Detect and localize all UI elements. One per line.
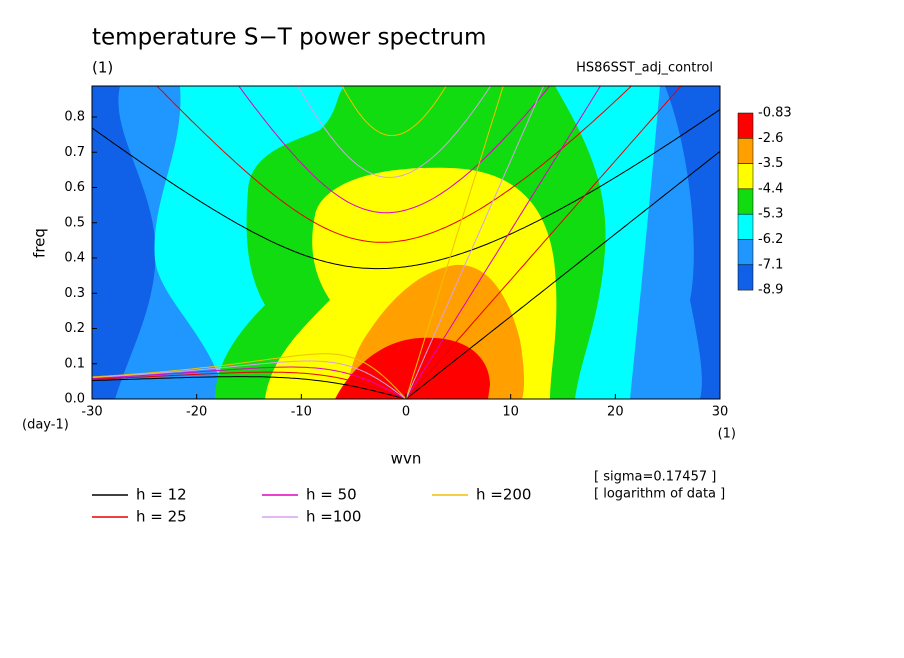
dispersion-curve [92, 109, 720, 270]
dispersion-curve [92, 376, 407, 399]
colorbar-label: -6.2 [758, 232, 783, 247]
dispersion-curve [341, 86, 447, 136]
dispersion-curve [156, 86, 633, 243]
note: [ logarithm of data ] [594, 487, 725, 502]
dispersion-curve [405, 151, 720, 399]
dispersion-curve [92, 371, 407, 399]
dispersion-curve [405, 86, 602, 399]
contour-fill [92, 86, 720, 399]
colorbar-box [737, 163, 754, 190]
dispersion-curve [297, 86, 492, 178]
colorbar-label: -4.4 [758, 181, 783, 196]
y-tick-label: 0.2 [64, 321, 85, 336]
y-tick-label: 0.6 [64, 180, 85, 195]
x-tick-label: -10 [291, 405, 312, 420]
colorbar-box [737, 112, 754, 139]
colorbar-box [737, 239, 754, 266]
x-tick-label: 30 [712, 405, 729, 420]
x-axis-label: wvn [391, 450, 422, 468]
colorbar-label: -0.83 [758, 106, 792, 121]
y-tick-label: 0.1 [64, 356, 85, 371]
legend-label: h = 12 [136, 486, 187, 504]
colorbar-box [737, 213, 754, 240]
legend-label: h = 25 [136, 508, 187, 526]
colorbar-box [737, 138, 754, 164]
y-tick-label: 0.4 [64, 251, 85, 266]
legend-label: h =100 [306, 508, 361, 526]
subtitle: (1) [92, 59, 113, 77]
x-tick-label: 20 [607, 405, 624, 420]
y-tick-label: 0.8 [64, 110, 85, 125]
dispersion-curve [92, 366, 407, 399]
legend-label: h = 50 [306, 486, 357, 504]
y-tick-label: 0.5 [64, 215, 85, 230]
run-label: HS86SST_adj_control [576, 61, 713, 76]
dispersion-curves [92, 86, 720, 399]
x-unit: (1) [718, 427, 736, 442]
x-tick-label: -30 [81, 405, 102, 420]
colorbar-label: -8.9 [758, 283, 783, 298]
note: [ sigma=0.17457 ] [594, 470, 716, 485]
dispersion-curve [405, 86, 504, 399]
contour-region [335, 337, 490, 399]
colorbar-box [737, 188, 754, 215]
y-axis-label: freq [31, 228, 49, 258]
colorbar-label: -2.6 [758, 131, 783, 146]
legend-label: h =200 [476, 486, 531, 504]
y-unit: (day-1) [22, 418, 69, 433]
dispersion-curve [92, 360, 407, 399]
colorbar-label: -5.3 [758, 207, 783, 222]
x-tick-label: 0 [402, 405, 410, 420]
x-tick-label: -20 [186, 405, 207, 420]
colorbar-label: -3.5 [758, 156, 783, 171]
y-tick-label: 0.0 [64, 392, 85, 407]
y-tick-label: 0.3 [64, 286, 85, 301]
x-tick-label: 10 [502, 405, 519, 420]
dispersion-curve [405, 86, 682, 399]
dispersion-curve [92, 353, 407, 399]
colorbar-box [737, 264, 754, 291]
chart-title: temperature S−T power spectrum [92, 25, 486, 51]
y-tick-label: 0.7 [64, 145, 85, 160]
dispersion-curve [405, 86, 545, 399]
colorbar-label: -7.1 [758, 257, 783, 272]
dispersion-curve [238, 86, 551, 214]
